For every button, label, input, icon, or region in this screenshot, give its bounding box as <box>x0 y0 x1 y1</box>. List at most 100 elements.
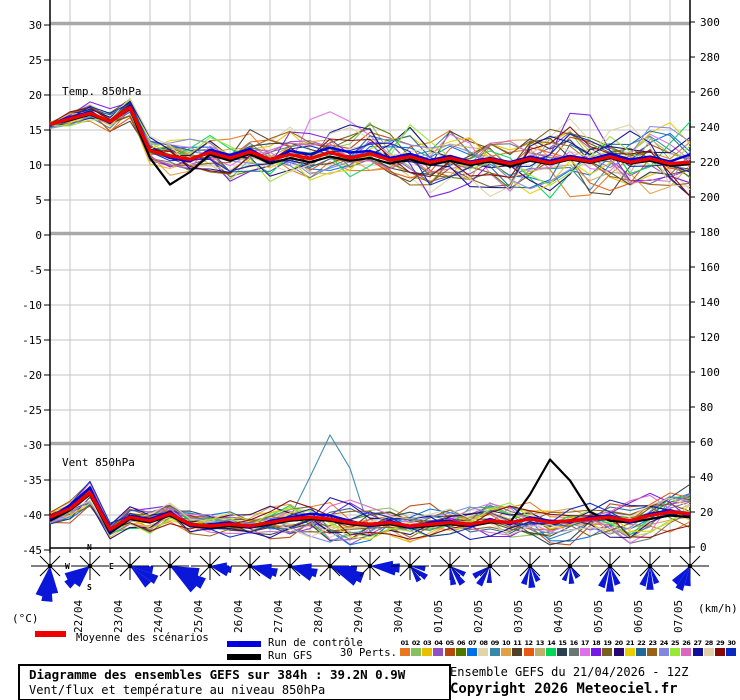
wind-rose <box>311 552 365 586</box>
x-axis-label: 05/05 <box>592 600 605 633</box>
chart-title: Diagramme des ensembles GEFS sur 384h : … <box>29 667 406 682</box>
wind-direction-arrow <box>250 566 274 580</box>
right-axis-tick-label: 220 <box>700 156 720 169</box>
temp-panel-label: Temp. 850hPa <box>62 85 141 98</box>
wind-direction-arrow <box>170 566 198 593</box>
run-info-block: Ensemble GEFS du 21/04/2026 - 12Z Copyri… <box>450 665 688 698</box>
pert-member: 23 <box>647 639 658 656</box>
pert-member: 06 <box>455 639 466 656</box>
pert-member: 13 <box>534 639 545 656</box>
wind-rose <box>471 552 509 587</box>
wind-direction-arrow <box>476 566 490 587</box>
right-axis-tick-label: 100 <box>700 366 720 379</box>
right-axis-tick-label: 200 <box>700 191 720 204</box>
x-axis-label: 26/04 <box>232 600 245 633</box>
wind-rose-center <box>87 563 93 569</box>
compass-s-label: S <box>87 583 92 592</box>
wind-direction-arrow <box>450 566 466 586</box>
x-axis-label: 27/04 <box>272 600 285 633</box>
wind-rose <box>551 552 589 584</box>
copyright: Copyright 2026 Meteociel.fr <box>450 681 678 697</box>
wind-rose <box>64 552 109 589</box>
pert-member-number: 09 <box>490 639 500 647</box>
pert-member-number: 12 <box>524 639 534 647</box>
pert-member: 29 <box>714 639 726 656</box>
wind-direction-arrow <box>568 566 575 584</box>
wind-rose-center <box>287 563 293 569</box>
chart-canvas: 30 25 20 15 10 5 0 -5 -10 -15 -20 -25 -30 -35 -40 -45 30… <box>12 0 738 633</box>
wind-direction-arrow <box>410 566 428 580</box>
pert-member: 02 <box>410 639 421 656</box>
left-axis-tick-label: -15 <box>22 334 42 347</box>
pert-member-number: 04 <box>434 639 443 647</box>
pert-member-number: 21 <box>625 639 635 647</box>
x-axis-label: 01/05 <box>432 600 445 633</box>
wind-mean-line <box>49 491 691 532</box>
wind-rose-center <box>567 563 573 569</box>
pert-member-number: 13 <box>535 639 545 647</box>
pert-member: 22 <box>636 639 647 656</box>
wind-rose <box>231 552 278 580</box>
wind-rose-center <box>527 563 533 569</box>
wind-direction-arrow <box>130 566 159 585</box>
pert-member: 12 <box>523 639 534 656</box>
right-axis-tick-label: 140 <box>700 296 720 309</box>
pert-member: 27 <box>692 639 703 656</box>
wind-direction-arrow <box>210 566 229 577</box>
pert-member-number: 28 <box>704 639 714 647</box>
pert-member-color-swatch <box>692 648 703 656</box>
wind-rose <box>151 552 206 593</box>
pert-member: 16 <box>568 639 579 656</box>
right-axis-tick-label: 40 <box>700 471 713 484</box>
wind-direction-arrow <box>639 566 650 587</box>
wind-rose-center <box>647 563 653 569</box>
pert-member-color-swatch <box>579 648 590 656</box>
pert-member-color-swatch <box>433 648 444 656</box>
left-axis-tick-label: -10 <box>22 299 42 312</box>
pert-member: 17 <box>579 639 590 656</box>
pert-member: 21 <box>624 639 635 656</box>
perts-color-strip: 01 02 03 04 05 06 07 08 09 10 11 12 13 14 15 16 17 18 19 20… <box>399 639 737 656</box>
left-axis-tick-label: 30 <box>29 19 42 32</box>
pert-member-color-swatch <box>647 648 658 656</box>
left-axis-tick-label: 0 <box>35 229 42 242</box>
ensemble-member-wind-line <box>49 502 691 540</box>
wind-rose-center <box>47 563 53 569</box>
ensemble-member-wind-line <box>49 497 691 538</box>
right-axis-tick-label: 0 <box>700 541 707 554</box>
pert-member-number: 16 <box>569 639 579 647</box>
pert-member-color-swatch <box>444 648 455 656</box>
pert-member: 11 <box>512 639 523 656</box>
pert-member: 10 <box>500 639 512 656</box>
left-axis-tick-label: 15 <box>29 124 42 137</box>
legend-control-label: Run de contrôle <box>268 637 363 649</box>
ensemble-member-wind-line <box>49 482 691 536</box>
right-axis-tick-label: 20 <box>700 506 713 519</box>
wind-direction-arrow <box>370 566 397 576</box>
pert-member-color-swatch <box>658 648 669 656</box>
x-axis-label: 30/04 <box>392 600 405 633</box>
pert-member: 19 <box>602 639 613 656</box>
wind-rose-center <box>367 563 373 569</box>
wind-rose <box>431 552 469 586</box>
x-axis-label: 22/04 <box>72 600 85 633</box>
left-axis-tick-label: -40 <box>22 509 42 522</box>
wind-direction-arrow <box>486 566 492 584</box>
run-info: Ensemble GEFS du 21/04/2026 - 12Z <box>450 665 689 679</box>
pert-member: 28 <box>703 639 714 656</box>
wind-rose-center <box>407 563 413 569</box>
pert-member-number: 25 <box>670 639 680 647</box>
pert-member-number: 14 <box>547 639 556 647</box>
ensemble-chart: 30 25 20 15 10 5 0 -5 -10 -15 -20 -25 -30 -35 -40 -45 30… <box>12 0 738 633</box>
pert-member: 25 <box>669 639 680 656</box>
pert-member-number: 07 <box>468 639 477 647</box>
pert-member-color-swatch <box>670 648 680 656</box>
legend-mean-swatch <box>35 631 66 637</box>
wind-direction-arrow <box>650 566 660 585</box>
wind-direction-arrow <box>570 566 580 579</box>
legend-control-swatch <box>227 641 261 647</box>
right-axis-tick-label: 80 <box>700 401 713 414</box>
wind-direction-arrow <box>675 566 690 591</box>
pert-member-color-swatch <box>489 648 500 656</box>
